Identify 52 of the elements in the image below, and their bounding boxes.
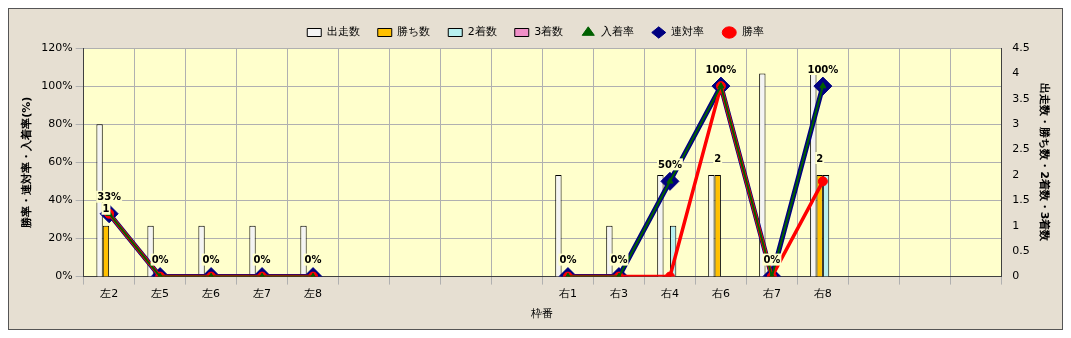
legend-label: 3着数 [534, 25, 564, 39]
legend-label: 入着率 [600, 25, 634, 39]
data-label: 33% [97, 191, 122, 203]
y-tick-label: 20% [48, 231, 73, 245]
y2-tick-label: 2 [1012, 167, 1020, 181]
data-label: 0% [559, 254, 577, 266]
y2-tick-label: 0 [1012, 269, 1020, 283]
data-label: 50% [657, 158, 682, 170]
y2-tick-label: 1 [1012, 218, 1020, 232]
legend-label: 出走数 [326, 25, 360, 39]
legend-label: 連対率 [671, 25, 705, 39]
data-label: 100% [807, 63, 839, 75]
data-label: 0% [610, 254, 628, 266]
x-tick-label: 右1 [558, 287, 577, 301]
legend-label: 2着数 [467, 25, 497, 39]
x-tick-label: 左6 [202, 287, 221, 301]
y-tick-label: 40% [48, 193, 73, 207]
y-tick-label: 120% [41, 40, 73, 54]
y2-tick-label: 4 [1012, 66, 1020, 80]
legend-label: 勝率 [741, 25, 764, 39]
data-label: 100% [705, 63, 737, 75]
x-axis-title: 枠番 [530, 307, 554, 321]
data-label: 0% [763, 254, 781, 266]
y2-tick-label: 2.5 [1012, 142, 1030, 156]
data-label: 0% [151, 254, 169, 266]
x-tick-label: 右3 [609, 287, 628, 301]
data-label: 1 [102, 203, 110, 215]
x-tick-label: 左8 [304, 287, 323, 301]
data-label: 2 [816, 152, 824, 164]
y-tick-label: 60% [48, 155, 73, 169]
y2-tick-label: 4.5 [1012, 40, 1030, 54]
y-tick-label: 0% [55, 269, 73, 283]
y2-tick-label: 1.5 [1012, 193, 1030, 207]
x-tick-label: 左2 [100, 287, 119, 301]
x-tick-label: 右6 [711, 287, 730, 301]
data-label: 0% [202, 254, 220, 266]
x-tick-label: 右8 [813, 287, 832, 301]
data-label: 0% [253, 254, 271, 266]
y-tick-label: 100% [41, 78, 73, 92]
x-tick-label: 左7 [253, 287, 272, 301]
x-tick-label: 右4 [660, 287, 679, 301]
data-label: 2 [714, 152, 722, 164]
y2-tick-label: 0.5 [1012, 244, 1030, 258]
y-axis-title: 勝率・連対率・入着率(%) [20, 96, 34, 229]
x-tick-label: 左5 [151, 287, 170, 301]
y-tick-label: 80% [48, 117, 73, 131]
y2-tick-label: 3.5 [1012, 91, 1030, 105]
y2-tick-label: 3 [1012, 117, 1020, 131]
x-tick-label: 右7 [762, 287, 781, 301]
data-label: 0% [304, 254, 322, 266]
y2-axis-title: 出走数・勝ち数・2着数・3着数 [1037, 83, 1051, 243]
legend-label: 勝ち数 [397, 25, 431, 39]
